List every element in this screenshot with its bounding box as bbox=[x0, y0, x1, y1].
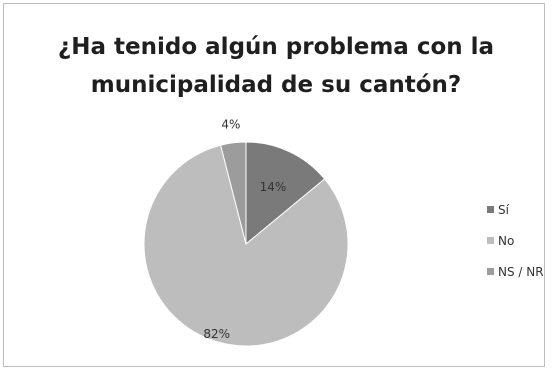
legend-item: No bbox=[487, 234, 544, 265]
legend-label: NS / NR bbox=[498, 265, 544, 279]
pie-slice-1 bbox=[245, 141, 326, 246]
pie-slice-label-3: 4% bbox=[221, 118, 240, 132]
legend-label: No bbox=[498, 234, 515, 248]
pie-labels: 14% 82% 4% bbox=[203, 118, 286, 342]
legend-swatch bbox=[487, 206, 494, 213]
pie-slice-label-2: 82% bbox=[203, 327, 230, 341]
legend: Sí No NS / NR bbox=[487, 203, 544, 296]
legend-swatch bbox=[487, 237, 494, 244]
legend-item: NS / NR bbox=[487, 265, 544, 296]
chart-title: ¿Ha tenido algún problema con la municip… bbox=[57, 34, 495, 98]
legend-swatch bbox=[487, 268, 494, 275]
legend-item: Sí bbox=[487, 203, 544, 234]
legend-label: Sí bbox=[498, 203, 509, 217]
pie-slices bbox=[143, 141, 349, 347]
pie-slice-3 bbox=[220, 141, 247, 245]
pie-slice-2 bbox=[143, 144, 349, 347]
pie-slice-label-1: 14% bbox=[260, 180, 287, 194]
